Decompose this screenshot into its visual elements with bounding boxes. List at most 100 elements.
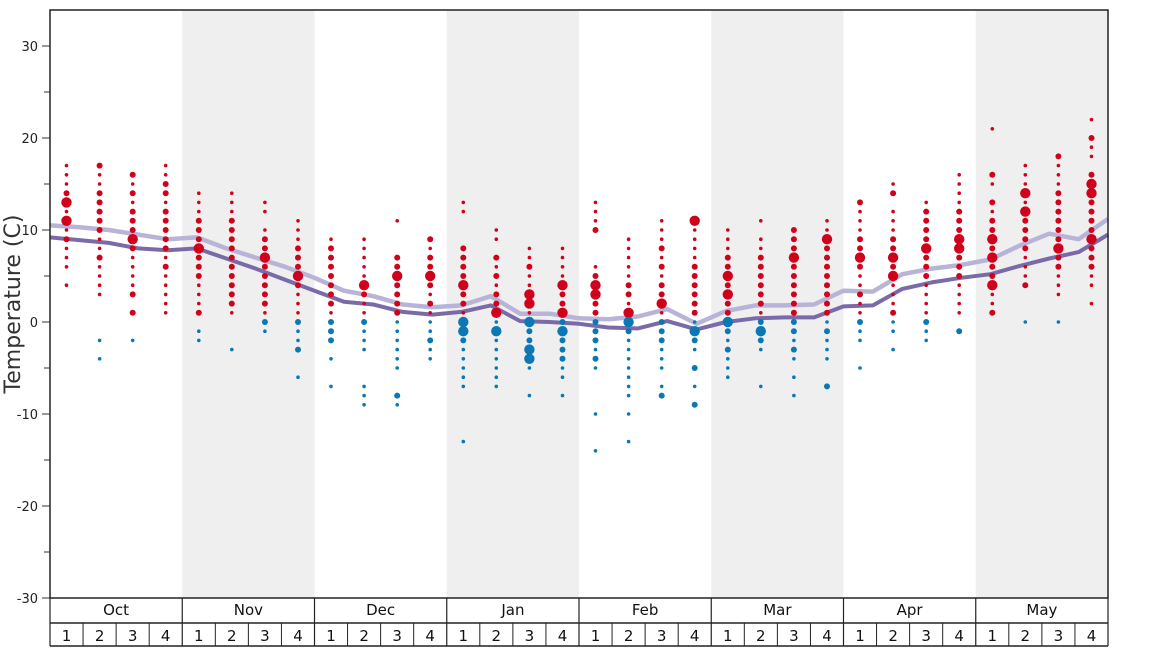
week-label: 3 xyxy=(921,627,931,645)
warm-point xyxy=(824,273,830,279)
cold-point xyxy=(757,319,764,325)
cold-point xyxy=(295,319,301,325)
cold-point xyxy=(97,357,102,361)
cold-point xyxy=(197,329,201,334)
warm-point xyxy=(460,263,467,270)
warm-point xyxy=(64,182,69,186)
warm-point xyxy=(362,265,366,269)
warm-point xyxy=(527,283,532,288)
warm-point xyxy=(593,265,598,269)
warm-point xyxy=(691,300,698,307)
cold-point xyxy=(692,384,697,389)
warm-point xyxy=(957,173,961,177)
cold-point xyxy=(559,355,566,362)
warm-point xyxy=(592,309,599,316)
cold-point xyxy=(526,337,533,344)
cold-point xyxy=(328,337,334,344)
warm-point xyxy=(1020,206,1031,217)
month-label: May xyxy=(1026,601,1057,619)
cold-point xyxy=(825,320,829,324)
warm-point xyxy=(857,291,863,298)
warm-point xyxy=(1088,208,1095,215)
warm-point xyxy=(689,215,700,226)
cold-point xyxy=(857,319,863,325)
warm-point xyxy=(1023,163,1028,168)
cold-point xyxy=(626,366,631,370)
warm-point xyxy=(425,270,436,282)
warm-point xyxy=(757,263,764,270)
warm-point xyxy=(990,209,995,214)
cold-point xyxy=(494,375,499,380)
month-band xyxy=(182,10,315,598)
warm-point xyxy=(659,219,664,223)
warm-point xyxy=(195,236,202,243)
cold-point xyxy=(626,412,631,416)
warm-point xyxy=(560,255,565,260)
week-label: 4 xyxy=(558,627,568,645)
warm-point xyxy=(757,273,764,279)
warm-point xyxy=(989,309,996,316)
month-label: Mar xyxy=(763,601,792,619)
warm-point xyxy=(295,282,301,289)
warm-point xyxy=(296,228,300,232)
warm-point xyxy=(658,245,665,252)
warm-point xyxy=(1088,245,1095,252)
cold-point xyxy=(858,366,862,370)
warm-point xyxy=(295,254,301,261)
warm-point xyxy=(1023,173,1028,177)
warm-point xyxy=(790,282,797,289)
warm-point xyxy=(261,300,268,307)
cold-point xyxy=(263,329,267,334)
warm-point xyxy=(228,254,235,261)
week-label: 1 xyxy=(591,627,601,645)
warm-point xyxy=(858,274,862,278)
y-axis: 30 20 10 0 -10 -20 -30 xyxy=(17,40,50,607)
warm-point xyxy=(1023,182,1028,186)
cold-point xyxy=(427,337,434,344)
warm-point xyxy=(590,280,601,291)
warm-point xyxy=(458,280,469,291)
trend-lines xyxy=(49,217,1110,332)
warm-point xyxy=(891,209,895,214)
cold-point xyxy=(592,355,599,362)
week-label: 2 xyxy=(359,627,369,645)
warm-point xyxy=(658,282,665,289)
cold-point xyxy=(626,375,631,380)
warm-point xyxy=(97,246,102,251)
cold-point xyxy=(759,347,763,352)
warm-point xyxy=(989,227,996,233)
warm-point xyxy=(394,291,401,298)
warm-point xyxy=(891,228,895,232)
warm-point xyxy=(1020,188,1031,199)
warm-point xyxy=(1089,145,1094,149)
warm-point xyxy=(854,252,866,263)
warm-point xyxy=(97,265,102,269)
warm-point xyxy=(759,246,763,251)
cold-point xyxy=(461,366,466,370)
cold-point xyxy=(329,384,333,389)
warm-point xyxy=(263,228,267,232)
warm-point xyxy=(659,255,664,260)
cold-point xyxy=(328,319,334,325)
warm-point xyxy=(659,274,664,278)
warm-point xyxy=(987,234,998,245)
warm-point xyxy=(724,309,731,316)
warm-point xyxy=(921,243,932,254)
warm-point xyxy=(1056,274,1061,278)
cold-point xyxy=(592,319,599,325)
cold-point xyxy=(691,365,698,371)
warm-point xyxy=(692,255,697,260)
cold-point xyxy=(626,393,631,398)
warm-point xyxy=(957,182,961,186)
warm-point xyxy=(162,236,169,243)
warm-point xyxy=(1089,274,1094,278)
warm-point xyxy=(1055,190,1062,197)
warm-point xyxy=(989,217,996,224)
warm-point xyxy=(261,291,268,298)
warm-point xyxy=(195,273,202,279)
cold-point xyxy=(593,366,598,370)
y-tick-label: 10 xyxy=(21,224,38,239)
cold-point xyxy=(790,319,797,325)
cold-point xyxy=(428,357,433,361)
warm-point xyxy=(97,292,102,297)
